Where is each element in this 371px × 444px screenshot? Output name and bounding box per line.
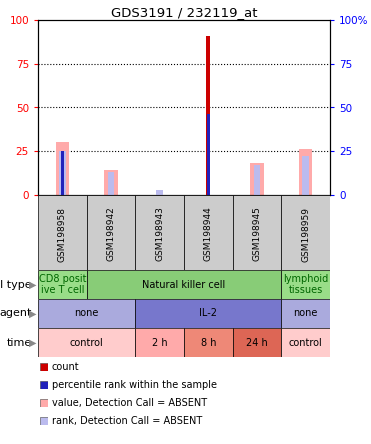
- Bar: [156, 190, 163, 195]
- Text: 8 h: 8 h: [201, 337, 216, 348]
- Text: GSM198945: GSM198945: [253, 206, 262, 262]
- Text: percentile rank within the sample: percentile rank within the sample: [52, 380, 217, 390]
- Bar: [281, 328, 330, 357]
- Text: GSM198958: GSM198958: [58, 206, 67, 262]
- Text: count: count: [52, 362, 80, 372]
- Text: ▶: ▶: [29, 337, 36, 348]
- Text: ▶: ▶: [29, 309, 36, 318]
- Bar: [254, 165, 260, 195]
- Text: agent: agent: [0, 309, 32, 318]
- Bar: [38, 299, 135, 328]
- Bar: [108, 172, 114, 195]
- Text: time: time: [7, 337, 32, 348]
- Text: ▶: ▶: [29, 280, 36, 289]
- Bar: [104, 170, 118, 195]
- Text: cell type: cell type: [0, 280, 32, 289]
- Bar: [38, 328, 135, 357]
- Bar: [135, 299, 281, 328]
- Bar: [38, 195, 87, 270]
- Text: GSM198943: GSM198943: [155, 206, 164, 262]
- Text: lymphoid
tissues: lymphoid tissues: [283, 274, 328, 295]
- Bar: [233, 195, 281, 270]
- Bar: [281, 195, 330, 270]
- Text: control: control: [70, 337, 104, 348]
- Bar: [299, 150, 312, 195]
- Text: rank, Detection Call = ABSENT: rank, Detection Call = ABSENT: [52, 416, 202, 426]
- Text: control: control: [289, 337, 322, 348]
- Bar: [135, 195, 184, 270]
- Bar: [87, 270, 281, 299]
- Bar: [207, 115, 210, 195]
- Text: GSM198959: GSM198959: [301, 206, 310, 262]
- Text: IL-2: IL-2: [199, 309, 217, 318]
- Bar: [281, 270, 330, 299]
- Bar: [250, 163, 264, 195]
- Text: none: none: [293, 309, 318, 318]
- Text: GSM198942: GSM198942: [106, 206, 115, 262]
- Bar: [59, 151, 66, 195]
- Text: CD8 posit
ive T cell: CD8 posit ive T cell: [39, 274, 86, 295]
- Title: GDS3191 / 232119_at: GDS3191 / 232119_at: [111, 6, 257, 19]
- Bar: [281, 299, 330, 328]
- Bar: [56, 143, 69, 195]
- Bar: [302, 156, 309, 195]
- Bar: [233, 328, 281, 357]
- Bar: [135, 328, 184, 357]
- Text: none: none: [75, 309, 99, 318]
- Bar: [184, 195, 233, 270]
- Bar: [206, 36, 210, 195]
- Text: 2 h: 2 h: [152, 337, 167, 348]
- Bar: [184, 328, 233, 357]
- Bar: [87, 195, 135, 270]
- Bar: [38, 270, 87, 299]
- Text: GSM198944: GSM198944: [204, 206, 213, 262]
- Bar: [61, 151, 64, 195]
- Text: Natural killer cell: Natural killer cell: [142, 280, 226, 289]
- Text: value, Detection Call = ABSENT: value, Detection Call = ABSENT: [52, 398, 207, 408]
- Text: 24 h: 24 h: [246, 337, 268, 348]
